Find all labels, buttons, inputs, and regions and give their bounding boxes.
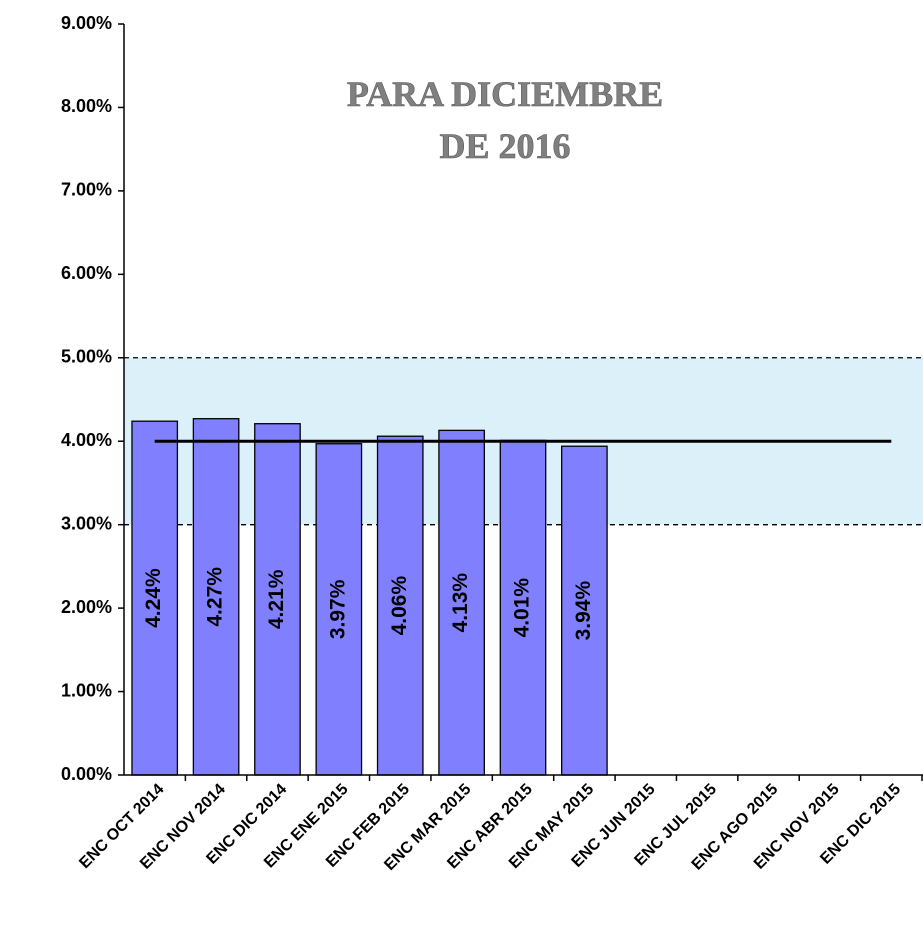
- bar: [376, 435, 424, 776]
- y-tick-label: 4.00%: [61, 430, 112, 450]
- y-tick-label: 9.00%: [61, 13, 112, 33]
- annotation: PARA DICIEMBRE: [347, 74, 663, 114]
- bar: [561, 445, 608, 776]
- value-label: 4.27%: [204, 567, 227, 627]
- bar: [438, 429, 485, 776]
- bar: [254, 423, 301, 776]
- value-label: 4.01%: [511, 578, 534, 638]
- y-tick-label: 7.00%: [61, 180, 112, 200]
- y-tick-label: 0.00%: [61, 764, 112, 784]
- y-tick-label: 1.00%: [61, 680, 112, 700]
- y-tick-label: 2.00%: [61, 597, 112, 617]
- value-label: 4.13%: [449, 573, 472, 633]
- y-tick-label: 5.00%: [61, 347, 112, 367]
- value-label: 4.06%: [388, 576, 411, 636]
- value-label: 3.97%: [326, 579, 349, 639]
- value-label: 3.94%: [572, 581, 595, 641]
- y-tick-label: 8.00%: [61, 96, 112, 116]
- bar: [499, 439, 547, 776]
- y-tick-label: 3.00%: [61, 513, 112, 533]
- value-label: 4.21%: [265, 569, 288, 629]
- y-tick-label: 6.00%: [61, 263, 112, 283]
- value-label: 4.24%: [142, 568, 165, 628]
- annotation: DE 2016: [439, 126, 570, 166]
